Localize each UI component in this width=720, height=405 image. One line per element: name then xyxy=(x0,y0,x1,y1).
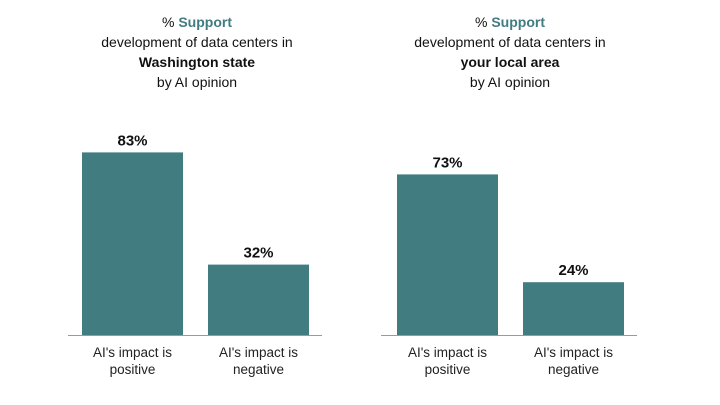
chart-title-washington: % Support development of data centers in… xyxy=(47,12,347,92)
bar xyxy=(397,174,498,335)
bar xyxy=(523,282,624,335)
category-label: positive xyxy=(110,362,156,377)
category-label: negative xyxy=(233,362,284,377)
data-label: 32% xyxy=(243,245,273,262)
title-prefix: % xyxy=(475,14,492,30)
bar xyxy=(82,152,183,335)
category-label: positive xyxy=(425,362,471,377)
title-highlight: Support xyxy=(491,14,545,30)
title-prefix: % xyxy=(162,14,179,30)
category-label: AI's impact is xyxy=(219,345,298,360)
category-label: negative xyxy=(548,362,599,377)
title-line: development of data centers in xyxy=(414,34,606,50)
data-label: 73% xyxy=(432,154,462,171)
data-label: 83% xyxy=(117,132,147,149)
title-line: by AI opinion xyxy=(156,74,238,90)
title-bold-line: Washington state xyxy=(138,54,256,70)
data-label: 24% xyxy=(558,262,588,279)
title-line: development of data centers in xyxy=(101,34,293,50)
bar xyxy=(208,264,309,335)
category-label: AI's impact is xyxy=(534,345,613,360)
category-label: AI's impact is xyxy=(408,345,487,360)
title-line: by AI opinion xyxy=(469,74,551,90)
title-bold-line: your local area xyxy=(460,54,560,70)
category-label: AI's impact is xyxy=(93,345,172,360)
title-highlight: Support xyxy=(178,14,232,30)
chart-title-local: % Support development of data centers in… xyxy=(360,12,660,92)
